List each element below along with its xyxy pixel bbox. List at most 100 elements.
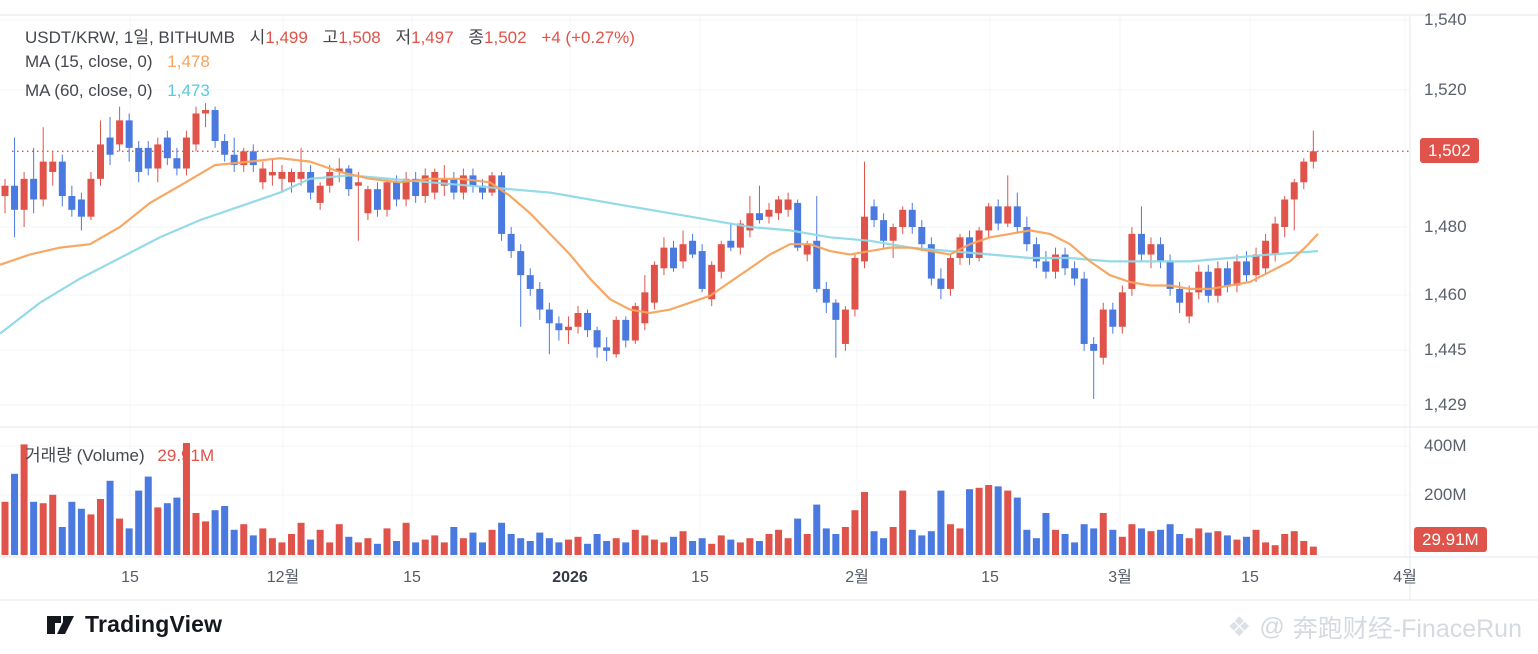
time-tick-label: 15 <box>1241 569 1259 586</box>
candle-body <box>1281 199 1289 227</box>
volume-bar <box>1052 529 1059 555</box>
ma15-line <box>0 157 1319 315</box>
candle-body <box>803 244 811 255</box>
volume-bar <box>1166 524 1174 555</box>
candle-body <box>507 233 515 252</box>
volume-bar <box>918 535 926 555</box>
volume-bar <box>268 538 276 555</box>
symbol-legend[interactable]: USDT/KRW, 1일, BITHUMB 시1,499 고1,508 저1,4… <box>25 23 635 48</box>
ma60-legend[interactable]: MA (60, close, 0) 1,473 <box>25 81 210 101</box>
volume-bar <box>1061 534 1069 555</box>
volume-bar <box>975 487 983 555</box>
candle-body <box>937 278 945 289</box>
volume-bar <box>154 507 162 555</box>
volume-bar <box>316 529 324 555</box>
volume-bar <box>1243 536 1250 555</box>
volume-legend-title: 거래량 (Volume) <box>25 446 145 465</box>
volume-bar <box>1271 545 1279 555</box>
time-tick-label: 15 <box>981 569 999 586</box>
candle-body <box>182 137 190 169</box>
volume-bar <box>68 501 76 555</box>
candle-body <box>97 144 104 179</box>
volume-bar <box>650 539 658 555</box>
candle-body <box>603 347 611 351</box>
candle-body <box>526 275 534 289</box>
candle-body <box>307 171 315 193</box>
volume-bar <box>469 532 477 555</box>
candle-body <box>765 209 773 217</box>
candle-body <box>1118 292 1126 327</box>
watermark-logo-icon: ❖ <box>1227 611 1252 642</box>
volume-bar <box>832 534 840 555</box>
volume-legend[interactable]: 거래량 (Volume) 29.91M <box>25 441 214 466</box>
watermark-text: 奔跑财经-FinaceRun <box>1292 615 1522 643</box>
candle-body <box>775 199 783 214</box>
volume-bar <box>985 485 993 555</box>
volume-bar <box>135 490 143 555</box>
volume-bar <box>784 538 792 555</box>
volume-bar <box>1300 541 1308 555</box>
candle-body <box>221 141 229 155</box>
candle-body <box>1195 271 1203 293</box>
volume-bar <box>163 503 171 555</box>
volume-bar <box>173 497 181 555</box>
ma60-label: MA (60, close, 0) <box>25 81 153 100</box>
time-tick-label: 15 <box>403 569 421 586</box>
volume-bar <box>622 542 630 555</box>
candle-body <box>440 178 448 186</box>
time-tick-label: 12월 <box>266 569 300 586</box>
candle-body <box>1157 244 1165 262</box>
volume-bar <box>498 522 506 555</box>
last-volume-label: 29.91M <box>1414 527 1487 552</box>
volume-bar <box>755 541 763 555</box>
volume-bar <box>775 529 783 555</box>
candle-body <box>326 171 334 186</box>
candle-body <box>58 161 66 197</box>
tradingview-logo-text: TradingView <box>85 611 223 637</box>
candle-body <box>173 158 181 169</box>
candle-body <box>278 171 286 179</box>
volume-bar <box>956 528 964 555</box>
candle-body <box>870 206 878 221</box>
volume-bar <box>564 539 572 555</box>
volume-bar <box>20 444 28 555</box>
candle-body <box>1013 206 1021 227</box>
tradingview-logo[interactable]: TradingView <box>46 611 222 638</box>
volume-bar <box>612 538 620 555</box>
volume-bar <box>555 542 563 555</box>
candle-body <box>717 244 725 272</box>
price-tick-label: 1,480 <box>1424 217 1467 236</box>
volume-bar <box>1262 542 1270 555</box>
volume-bar <box>803 534 811 555</box>
volume-bar <box>717 535 725 555</box>
candle-body <box>755 213 763 221</box>
volume-bar <box>765 534 773 555</box>
volume-bar <box>631 529 639 555</box>
candle-body <box>1061 254 1069 269</box>
volume-bar <box>870 531 878 555</box>
volume-bar <box>1032 538 1040 555</box>
candle-body <box>373 189 381 210</box>
volume-bar <box>1023 529 1031 555</box>
volume-bar <box>994 486 1002 555</box>
volume-bar <box>736 542 744 555</box>
volume-bar <box>727 539 735 555</box>
volume-bar <box>402 522 410 555</box>
candle-body <box>402 178 410 200</box>
ma15-legend[interactable]: MA (15, close, 0) 1,478 <box>25 52 210 72</box>
candle-body <box>163 137 171 159</box>
volume-bar <box>794 518 802 555</box>
price-tick-label: 1,445 <box>1424 340 1467 359</box>
volume-bar <box>1013 497 1021 555</box>
candle-body <box>125 120 133 148</box>
candle-body <box>268 171 276 176</box>
volume-bar <box>240 524 248 555</box>
ohlc-open: 시1,499 <box>249 28 308 47</box>
ohlc-low: 저1,497 <box>395 28 454 47</box>
volume-bar <box>899 490 907 555</box>
candle-body <box>880 220 888 241</box>
volume-bar <box>488 529 496 555</box>
candle-body <box>698 251 706 289</box>
